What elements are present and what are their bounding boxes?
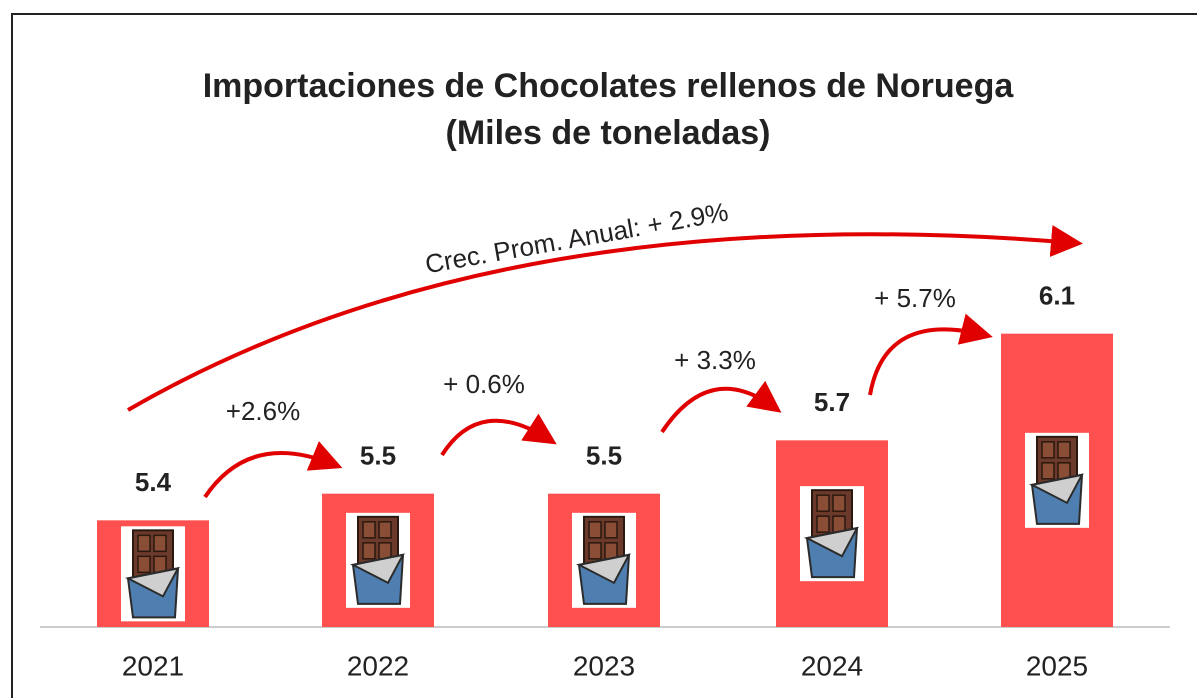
- x-tick-label: 2022: [347, 650, 409, 681]
- growth-label: +2.6%: [226, 396, 300, 426]
- x-tick-label: 2025: [1026, 650, 1088, 681]
- chocolate-piece: [1041, 462, 1055, 480]
- wrapper-fold: [124, 566, 180, 598]
- chocolate-piece: [137, 555, 151, 574]
- chocolate-piece: [832, 494, 846, 512]
- value-label: 5.7: [814, 387, 850, 417]
- chart-subtitle: (Miles de toneladas): [446, 114, 771, 152]
- wrapper-fold: [1028, 473, 1084, 505]
- chocolate-piece: [1057, 462, 1071, 480]
- wrapper-fold: [803, 526, 859, 558]
- chocolate-piece: [588, 542, 602, 560]
- chocolate-piece: [378, 521, 392, 539]
- x-tick-label: 2023: [573, 650, 635, 681]
- chocolate-piece: [816, 515, 830, 533]
- chocolate-piece: [832, 515, 846, 533]
- value-label: 5.5: [586, 441, 622, 471]
- chocolate-piece: [153, 534, 167, 553]
- wrapper-fold: [575, 553, 631, 585]
- frame: [11, 13, 1197, 698]
- growth-arrow: [203, 441, 343, 499]
- chocolate-piece: [604, 521, 618, 539]
- cagr-label: Crec. Prom. Anual: + 2.9%: [423, 196, 731, 279]
- chart-title: Importaciones de Chocolates rellenos de …: [203, 67, 1015, 105]
- chocolate-piece: [1057, 441, 1071, 459]
- chocolate-piece: [1041, 441, 1055, 459]
- chocolate-piece: [604, 542, 618, 560]
- value-label: 5.5: [360, 441, 396, 471]
- cagr-arrow: [126, 225, 1083, 412]
- chocolate-piece: [362, 542, 376, 560]
- arrows: [126, 225, 1083, 499]
- x-tick-label: 2021: [122, 650, 184, 681]
- value-label: 5.4: [135, 467, 172, 497]
- chocolate-piece: [362, 521, 376, 539]
- growth-arrow: [440, 413, 557, 457]
- growth-arrow: [868, 313, 993, 396]
- chocolate-piece: [153, 555, 167, 574]
- chocolate-piece: [588, 521, 602, 539]
- growth-label: + 5.7%: [874, 283, 956, 313]
- x-tick-label: 2024: [801, 650, 863, 681]
- wrapper-fold: [349, 553, 405, 585]
- growth-label: + 0.6%: [443, 369, 525, 399]
- chocolate-piece: [816, 494, 830, 512]
- growth-label: + 3.3%: [674, 345, 756, 375]
- value-label: 6.1: [1039, 281, 1075, 311]
- chocolate-piece: [137, 534, 151, 553]
- growth-arrow: [660, 380, 782, 434]
- chocolate-piece: [378, 542, 392, 560]
